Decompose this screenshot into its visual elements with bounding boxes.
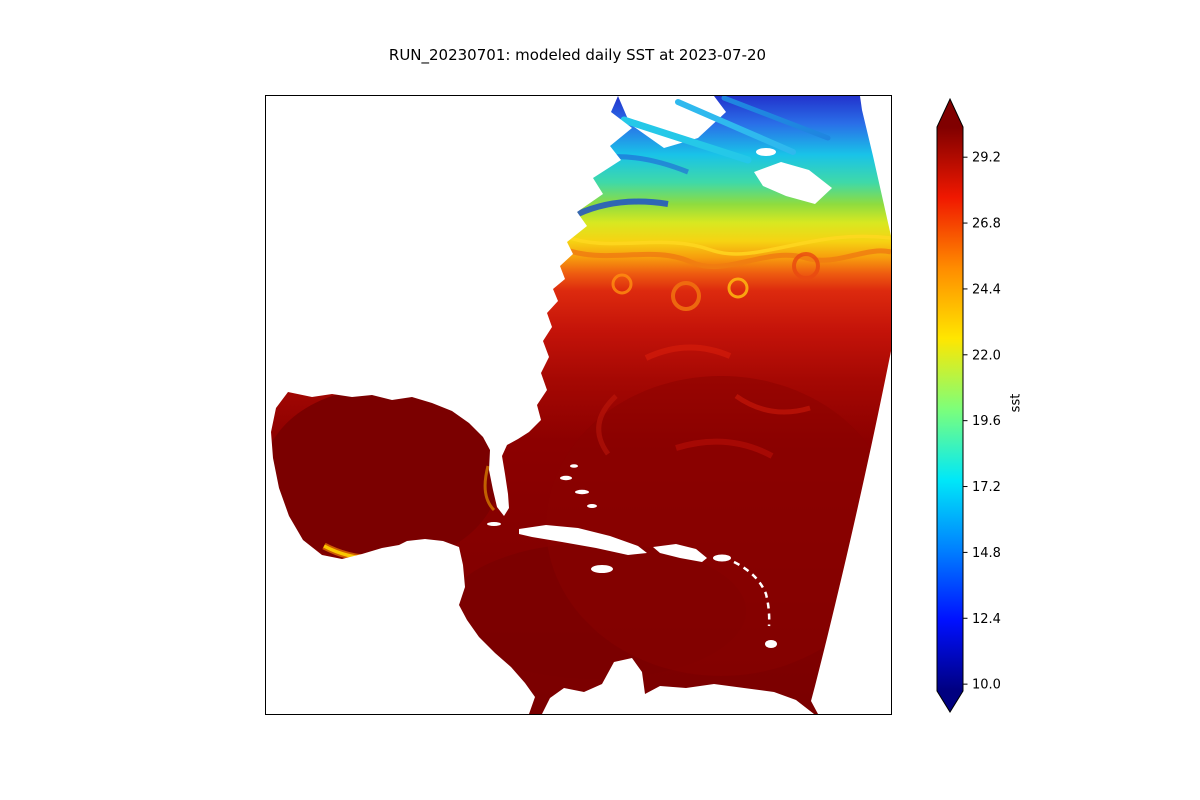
st-lawrence-cold-streaks — [620, 96, 831, 164]
estuary-streak — [620, 116, 752, 164]
colorbar-label: sst — [1008, 393, 1024, 413]
lesser-antilles-arc — [733, 560, 771, 627]
gulf-stream-meander-2 — [563, 234, 891, 256]
cuba-island — [519, 525, 647, 555]
colorbar-tick-label: 10.0 — [972, 678, 1001, 693]
colorbar-tick-label: 29.2 — [972, 151, 1001, 166]
nova-scotia-island — [754, 162, 832, 204]
gulf-of-mexico-warm-pool — [266, 388, 499, 564]
bahamas-island — [560, 475, 572, 481]
colorbar-tick-label: 24.4 — [972, 282, 1001, 297]
colorbar-ticks: 29.2 26.8 24.4 22.0 19.6 17.2 14.8 12.4 10.0 — [963, 151, 1001, 693]
florida-keys — [487, 522, 501, 526]
colorbar-bar — [936, 97, 964, 713]
colorbar-tick-label: 19.6 — [972, 414, 1001, 429]
atlantic-swirl — [644, 344, 732, 361]
colorbar-tick-label: 12.4 — [972, 612, 1001, 627]
colorbar-tick-label: 17.2 — [972, 480, 1001, 495]
warm-core-eddy-3 — [792, 252, 820, 280]
atlantic-swirl-3 — [675, 438, 774, 459]
colorbar-tick-label: 22.0 — [972, 348, 1001, 363]
sst-map — [266, 96, 891, 714]
atlantic-swirl-2 — [734, 393, 811, 415]
atlantic-swirl-4 — [596, 394, 618, 456]
jamaica-island — [591, 565, 613, 573]
trinidad-island — [765, 640, 777, 648]
domain-corner-cut — [860, 96, 891, 236]
warm-core-eddy-4 — [611, 273, 633, 295]
estuary-streak-3 — [721, 96, 831, 141]
plot-title: RUN_20230701: modeled daily SST at 2023-… — [388, 46, 767, 64]
west-florida-warm-rim — [483, 465, 496, 512]
warm-water-features — [266, 234, 891, 679]
colorbar-svg: 29.2 26.8 24.4 22.0 19.6 17.2 14.8 12.4 10.0 — [936, 97, 1001, 713]
colorbar-tick-label: 14.8 — [972, 546, 1001, 561]
prince-edward-island — [756, 148, 776, 156]
domain-edge-cut — [811, 351, 891, 714]
gulf-stream-meander — [560, 245, 891, 269]
puerto-rico-island — [713, 554, 731, 562]
bahamas-island-3 — [587, 504, 597, 508]
colorbar: 29.2 26.8 24.4 22.0 19.6 17.2 14.8 12.4 10.0 — [936, 97, 1026, 715]
bahamas-island-2 — [575, 489, 589, 495]
estuary-streak-2 — [675, 99, 796, 155]
map-axes — [265, 95, 892, 715]
north-america-landmass — [266, 96, 632, 714]
warm-core-eddy — [671, 281, 701, 311]
colorbar-tick-label: 26.8 — [972, 217, 1001, 232]
sargasso-dark-patch — [546, 376, 891, 676]
land-mask — [266, 96, 891, 714]
gulf-of-maine-cold-band — [576, 198, 669, 217]
south-america-landmass — [542, 658, 814, 714]
warm-core-eddy-2 — [727, 277, 749, 299]
hispaniola-island — [653, 544, 707, 562]
bahamas-island-4 — [570, 464, 578, 468]
